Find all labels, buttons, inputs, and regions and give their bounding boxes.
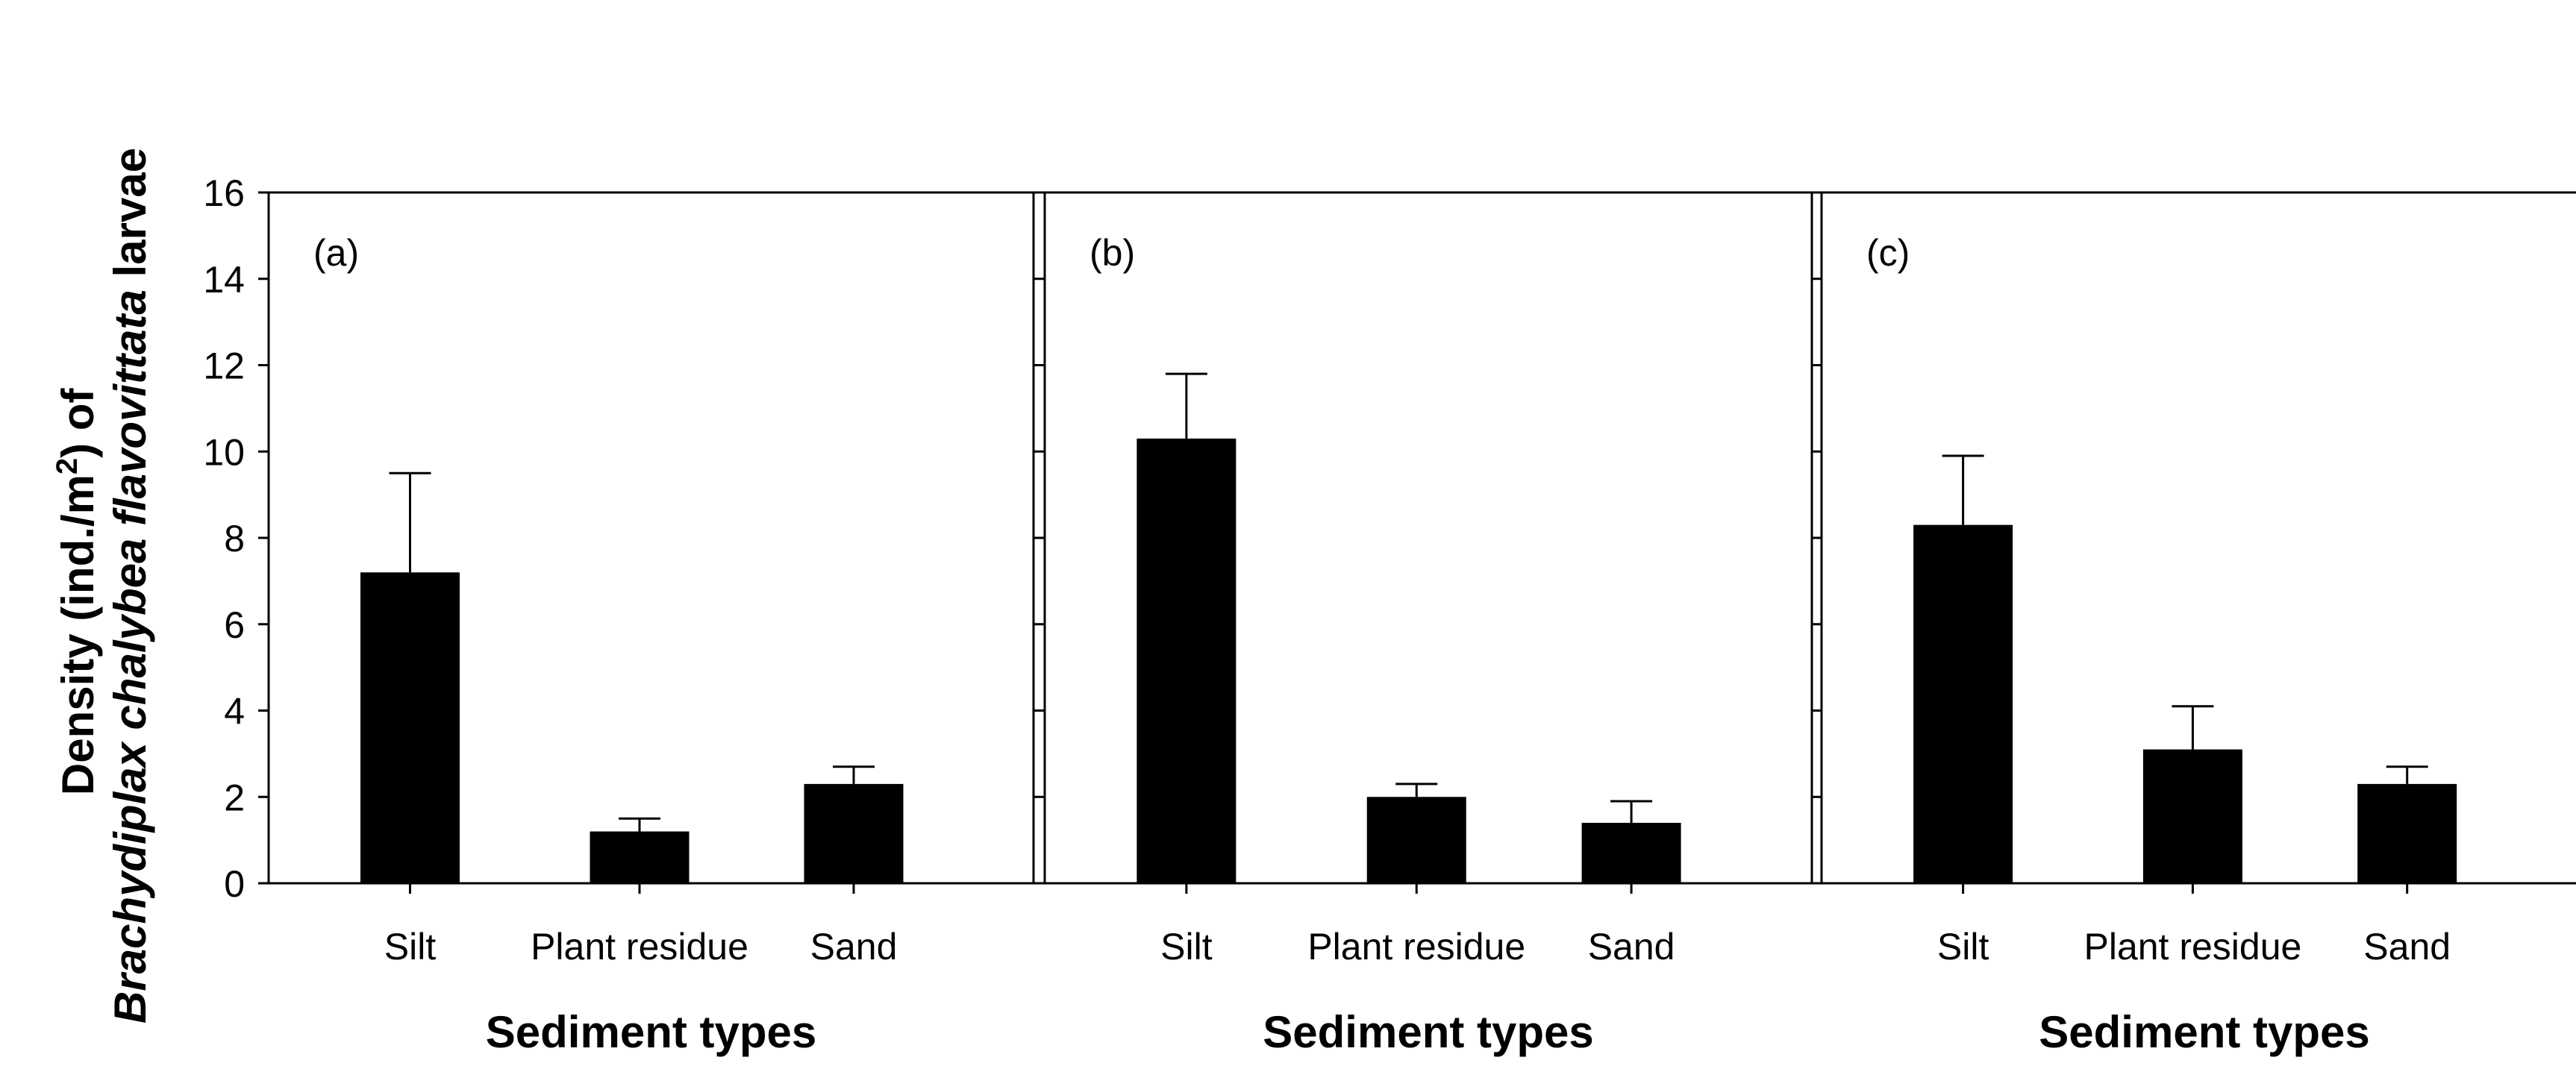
y-tick-label: 6 xyxy=(224,604,245,646)
x-axis-title: Sediment types xyxy=(2039,1007,2369,1057)
bar xyxy=(360,572,460,883)
y-axis-title: Density (ind./m2) of Brachydiplax chalyb… xyxy=(51,148,155,1024)
x-tick-label: Silt xyxy=(384,926,437,968)
x-tick-label: Plant residue xyxy=(1307,926,1525,968)
x-tick-label: Sand xyxy=(1588,926,1675,968)
panel-a: 0 2 4 6 8 10 12 14 16 Silt Plant residue Sand (a) Sed… xyxy=(203,172,1035,1057)
x-tick-label: Silt xyxy=(1160,926,1213,968)
x-tick-label: Sand xyxy=(2363,926,2451,968)
bar xyxy=(1581,822,1681,883)
bar xyxy=(804,783,904,883)
x-tick-label: Sand xyxy=(810,926,898,968)
y-tick-label: 14 xyxy=(203,259,245,301)
panel-label: (c) xyxy=(1866,232,1910,274)
panel-label: (a) xyxy=(313,232,359,274)
bar xyxy=(2357,783,2457,883)
y-tick-label: 10 xyxy=(203,431,245,473)
bar xyxy=(1366,797,1466,883)
bar xyxy=(590,831,690,883)
bar xyxy=(1137,438,1237,883)
x-tick-label: Plant residue xyxy=(2083,926,2301,968)
x-axis-title: Sediment types xyxy=(486,1007,816,1057)
panel-c: Silt Plant residue Sand (c) Sediment types xyxy=(1811,191,2576,1057)
y-tick-label: 16 xyxy=(203,172,245,214)
x-tick-label: Plant residue xyxy=(531,926,748,968)
y-tick-label: 8 xyxy=(224,518,245,559)
panel-label: (b) xyxy=(1090,232,1135,274)
x-tick-label: Silt xyxy=(1937,926,1989,968)
bar xyxy=(1913,524,2013,883)
x-axis-title: Sediment types xyxy=(1263,1007,1593,1057)
y-tick-label: 12 xyxy=(203,345,245,387)
y-tick-label: 2 xyxy=(224,777,245,818)
y-tick-label: 4 xyxy=(224,691,245,733)
panel-b: Silt Plant residue Sand (b) Sediment types xyxy=(1034,191,1813,1057)
y-tick-label: 0 xyxy=(224,863,245,905)
bar xyxy=(2142,749,2242,883)
